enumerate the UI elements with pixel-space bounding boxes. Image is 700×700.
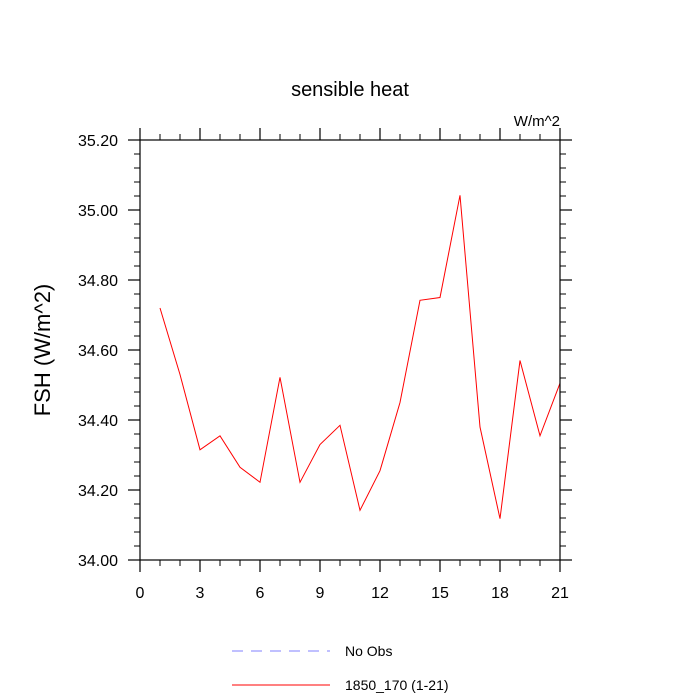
x-tick-label: 21 xyxy=(551,585,569,602)
y-tick-label: 34.60 xyxy=(78,343,118,360)
y-tick-label: 34.00 xyxy=(78,553,118,570)
units-label: W/m^2 xyxy=(514,113,560,130)
y-tick-label: 34.20 xyxy=(78,483,118,500)
plot-frame xyxy=(139,139,561,561)
legend: No Obs 1850_170 (1-21) xyxy=(232,643,449,693)
legend-no-obs-label: No Obs xyxy=(345,643,392,659)
data-series xyxy=(159,195,561,519)
axis-ticks xyxy=(128,128,572,572)
legend-series-label: 1850_170 (1-21) xyxy=(345,677,449,693)
x-tick-label: 18 xyxy=(491,585,509,602)
y-tick-label: 35.00 xyxy=(78,203,118,220)
x-tick-label: 6 xyxy=(256,585,265,602)
x-tick-label: 0 xyxy=(136,585,145,602)
y-tick-label: 35.20 xyxy=(78,133,118,150)
y-tick-label: 34.40 xyxy=(78,413,118,430)
chart-title: sensible heat xyxy=(291,79,409,101)
tick-labels: 0 3 6 9 12 15 18 21 34.00 34.20 34.40 34.60 34.80 35.… xyxy=(78,133,569,602)
x-tick-label: 15 xyxy=(431,585,449,602)
series-line xyxy=(159,195,561,519)
y-tick-label: 34.80 xyxy=(78,273,118,290)
x-tick-label: 3 xyxy=(196,585,205,602)
y-axis-label: FSH (W/m^2) xyxy=(30,284,55,417)
x-tick-label: 9 xyxy=(316,585,325,602)
x-tick-label: 12 xyxy=(371,585,389,602)
